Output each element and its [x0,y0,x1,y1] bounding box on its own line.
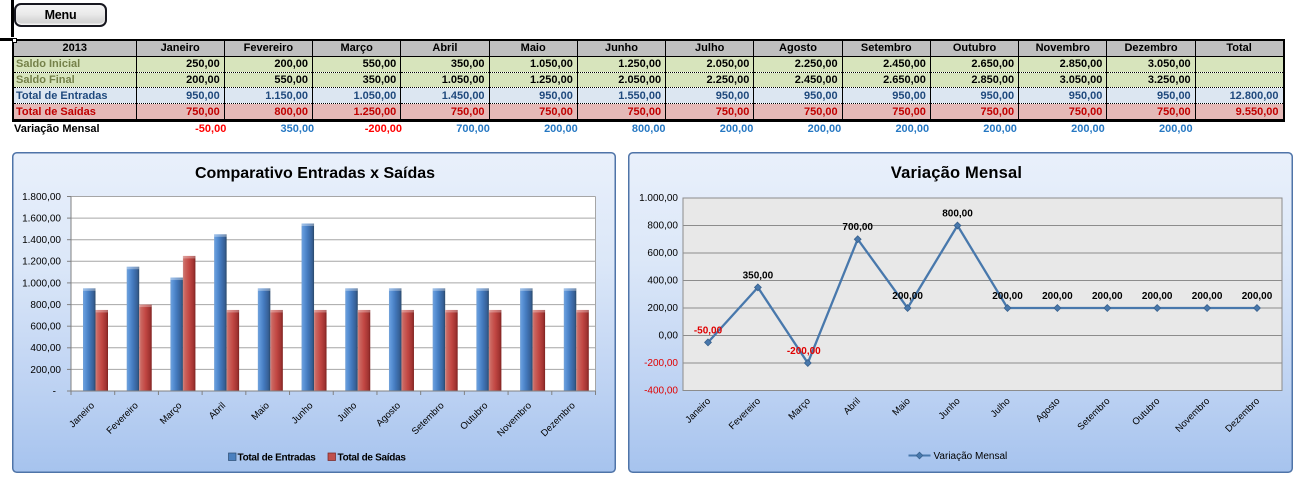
svg-text:200,00: 200,00 [892,291,923,302]
svg-text:800,00: 800,00 [942,209,973,220]
svg-text:Total de Entradas: Total de Entradas [238,453,317,464]
svg-text:200,00: 200,00 [1242,291,1273,302]
svg-text:200,00: 200,00 [1092,291,1123,302]
svg-text:Variação Mensal: Variação Mensal [934,451,1008,462]
svg-text:-200,00: -200,00 [787,346,821,357]
svg-text:-: - [53,386,56,397]
svg-text:200,00: 200,00 [647,303,678,314]
svg-text:-50,00: -50,00 [694,325,723,336]
svg-text:400,00: 400,00 [30,343,61,354]
svg-text:1.000,00: 1.000,00 [22,278,61,289]
svg-text:Total de Saídas: Total de Saídas [338,453,407,464]
svg-text:800,00: 800,00 [647,221,678,232]
svg-text:600,00: 600,00 [647,248,678,259]
svg-text:0,00: 0,00 [659,331,679,342]
svg-text:200,00: 200,00 [992,291,1023,302]
svg-text:-200,00: -200,00 [644,358,678,369]
svg-text:-400,00: -400,00 [644,386,678,397]
svg-text:1.200,00: 1.200,00 [22,257,61,268]
svg-text:1.400,00: 1.400,00 [22,235,61,246]
svg-text:200,00: 200,00 [1142,291,1173,302]
svg-text:1.000,00: 1.000,00 [639,193,678,204]
svg-text:600,00: 600,00 [30,322,61,333]
svg-text:350,00: 350,00 [743,270,774,281]
svg-text:Comparativo Entradas x Saídas: Comparativo Entradas x Saídas [195,165,435,182]
svg-text:Variação Mensal: Variação Mensal [891,164,1022,182]
svg-text:400,00: 400,00 [647,276,678,287]
svg-text:800,00: 800,00 [30,300,61,311]
svg-text:200,00: 200,00 [1042,291,1073,302]
svg-text:200,00: 200,00 [1192,291,1223,302]
svg-text:200,00: 200,00 [30,365,61,376]
svg-text:1.600,00: 1.600,00 [22,214,61,225]
svg-text:700,00: 700,00 [842,222,873,233]
svg-text:1.800,00: 1.800,00 [22,192,61,203]
